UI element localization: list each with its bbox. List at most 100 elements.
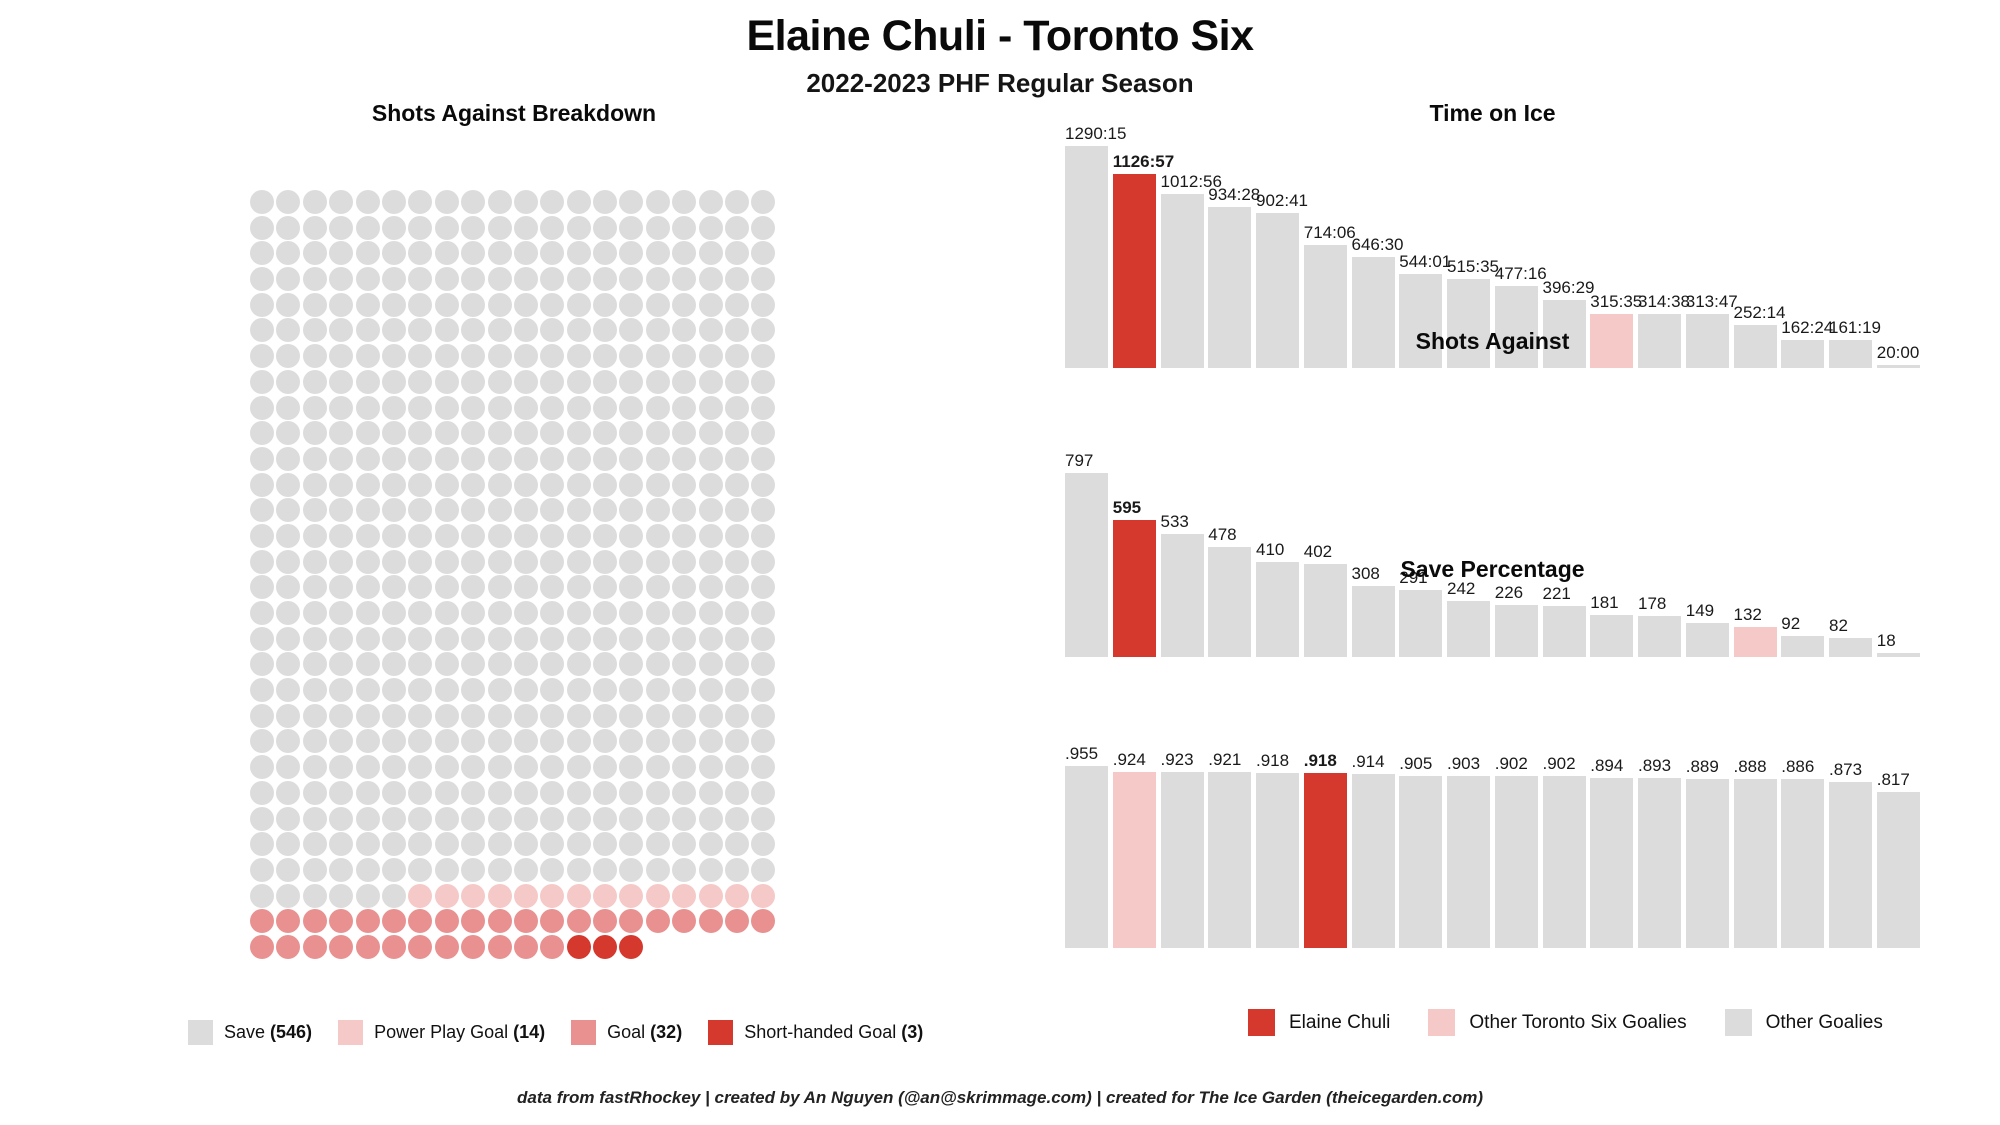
bar-value-label: .905 bbox=[1399, 753, 1433, 773]
bar-slot: 226 bbox=[1494, 473, 1538, 657]
waffle-dot-save bbox=[645, 755, 670, 780]
waffle-dot-save bbox=[540, 575, 565, 600]
waffle-dot-save bbox=[302, 729, 327, 754]
waffle-dot-save bbox=[513, 780, 538, 805]
waffle-dot-save bbox=[302, 780, 327, 805]
waffle-dot-save bbox=[487, 780, 512, 805]
waffle-dot-goal bbox=[461, 934, 486, 959]
waffle-dot-save bbox=[513, 292, 538, 317]
bar-slot: 315:35 bbox=[1590, 146, 1642, 368]
waffle-dot-save bbox=[645, 729, 670, 754]
waffle-dot-save bbox=[355, 446, 380, 471]
waffle-dot-save bbox=[513, 575, 538, 600]
waffle-dot-save bbox=[566, 241, 591, 266]
waffle-dot-save bbox=[355, 857, 380, 882]
waffle-dot-save bbox=[566, 729, 591, 754]
waffle-dot-save bbox=[408, 498, 433, 523]
waffle-dot-save bbox=[487, 832, 512, 857]
waffle-dot-save bbox=[355, 472, 380, 497]
bar-slot: .886 bbox=[1781, 758, 1825, 948]
waffle-dot-save bbox=[434, 421, 459, 446]
waffle-dot-save bbox=[672, 421, 697, 446]
bar-other-goalie bbox=[1638, 777, 1681, 948]
waffle-dot-save bbox=[329, 601, 354, 625]
bar-value-label: .902 bbox=[1542, 754, 1576, 774]
waffle-dot-goal bbox=[408, 934, 433, 959]
waffle-dot-goal bbox=[645, 909, 670, 934]
bar-other-goalie bbox=[1781, 340, 1825, 368]
bar-value-label: .918 bbox=[1256, 751, 1290, 771]
waffle-dot-power-play-goal bbox=[513, 883, 538, 908]
waffle-dot-save bbox=[276, 369, 301, 394]
waffle-dot-save bbox=[381, 703, 406, 728]
waffle-dot-save bbox=[566, 190, 591, 214]
waffle-dot-goal bbox=[672, 909, 697, 934]
bar-other-goalie bbox=[1256, 212, 1299, 368]
waffle-dot-save bbox=[566, 292, 591, 317]
bar-value-label: 20:00 bbox=[1876, 342, 1920, 362]
waffle-dot-save bbox=[698, 832, 723, 857]
waffle-dot-save bbox=[645, 344, 670, 369]
waffle-dot-goal bbox=[250, 934, 274, 959]
waffle-dot-save bbox=[751, 292, 776, 317]
waffle-dot-save bbox=[355, 601, 380, 625]
waffle-dot-short-handed-goal bbox=[619, 934, 644, 959]
waffle-dot-save bbox=[302, 703, 327, 728]
bar-value-label: 291 bbox=[1399, 567, 1428, 587]
waffle-dot-save bbox=[593, 523, 618, 548]
waffle-dot-save bbox=[250, 703, 274, 728]
waffle-dot-power-play-goal bbox=[751, 883, 776, 908]
bar-other-goalie bbox=[1685, 778, 1729, 948]
save-percentage-title: Save Percentage bbox=[1400, 556, 1585, 582]
waffle-dot-save bbox=[250, 832, 274, 857]
waffle-dot-save bbox=[381, 369, 406, 394]
waffle-dot-save bbox=[540, 626, 565, 651]
waffle-dot-save bbox=[513, 369, 538, 394]
waffle-dot-save bbox=[619, 601, 644, 625]
waffle-dot-save bbox=[540, 729, 565, 754]
waffle-dot-power-play-goal bbox=[593, 883, 618, 908]
waffle-dot-save bbox=[302, 575, 327, 600]
waffle-dot-save bbox=[725, 857, 750, 882]
waffle-dot-save bbox=[566, 498, 591, 523]
bar-other-goalie bbox=[1733, 778, 1777, 948]
waffle-dot-save bbox=[751, 344, 776, 369]
bar-value-label: 533 bbox=[1160, 511, 1189, 531]
waffle-dot-save bbox=[329, 395, 354, 420]
waffle-dot-save bbox=[593, 678, 618, 703]
bar-elaine-chuli bbox=[1112, 174, 1156, 368]
waffle-dot-save bbox=[725, 498, 750, 523]
waffle-dot-save bbox=[302, 498, 327, 523]
waffle-dot-save bbox=[434, 523, 459, 548]
legend-label: Other Goalies bbox=[1765, 1011, 1883, 1033]
waffle-dot-save bbox=[381, 395, 406, 420]
waffle-dot-save bbox=[751, 780, 776, 805]
waffle-dot-save bbox=[355, 215, 380, 240]
bar-other-goalie bbox=[1733, 324, 1777, 368]
legend-swatch-short-handed-goal bbox=[708, 1020, 734, 1045]
waffle-dot-save bbox=[698, 215, 723, 240]
waffle-dot-save bbox=[381, 498, 406, 523]
waffle-dot-save bbox=[593, 318, 618, 343]
waffle-dot-save bbox=[276, 857, 301, 882]
waffle-dot-save bbox=[725, 729, 750, 754]
waffle-dot-save bbox=[434, 703, 459, 728]
bar-slot: 313:47 bbox=[1685, 146, 1738, 368]
waffle-dot-save bbox=[725, 523, 750, 548]
waffle-dot-power-play-goal bbox=[461, 883, 486, 908]
waffle-dot-save bbox=[302, 318, 327, 343]
waffle-dot-save bbox=[513, 472, 538, 497]
waffle-dot-save bbox=[461, 652, 486, 677]
waffle-dot-save bbox=[698, 626, 723, 651]
waffle-dot-save bbox=[619, 806, 644, 831]
waffle-dot-save bbox=[619, 652, 644, 677]
waffle-dot-goal bbox=[566, 909, 591, 934]
waffle-dot-save bbox=[698, 703, 723, 728]
waffle-dot-save bbox=[540, 241, 565, 266]
waffle-dot-save bbox=[302, 626, 327, 651]
waffle-dot-save bbox=[619, 498, 644, 523]
waffle-dot-save bbox=[645, 523, 670, 548]
waffle-dot-save bbox=[593, 755, 618, 780]
page-subtitle: 2022-2023 PHF Regular Season bbox=[806, 68, 1194, 98]
bar-elaine-chuli bbox=[1303, 773, 1347, 948]
